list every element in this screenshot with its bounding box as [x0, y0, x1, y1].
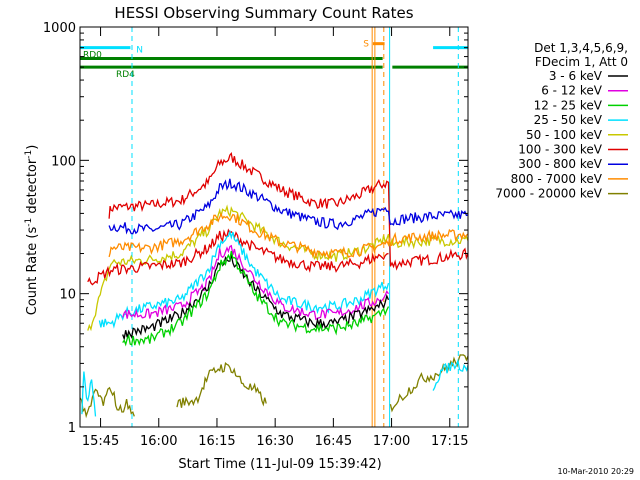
x-tick-label: 16:00: [140, 434, 177, 449]
legend-label-0: 3 - 6 keV: [549, 69, 603, 83]
chart-title: HESSI Observing Summary Count Rates: [114, 4, 413, 22]
flag-label-n: N: [136, 46, 143, 56]
series-line-7: [122, 254, 390, 342]
series-line-9: [80, 386, 135, 419]
legend-label-6: 300 - 800 keV: [518, 157, 602, 171]
legend-header-line-2: FDecim 1, Att 0: [535, 55, 628, 69]
legend-label-8: 7000 - 20000 keV: [495, 187, 602, 201]
y-tick-label: 100: [51, 154, 76, 169]
y-label-part-1: Count Rate (s: [25, 227, 40, 316]
y-tick-label: 1: [68, 421, 76, 436]
flag-label-s: S: [363, 40, 369, 50]
x-axis-label: Start Time (11-Jul-09 15:39:42): [178, 457, 381, 472]
series-line-4: [87, 228, 389, 286]
legend-label-5: 100 - 300 keV: [518, 143, 602, 157]
series-line-10: [176, 361, 267, 408]
x-tick-label: 16:45: [315, 434, 352, 449]
legend-label-7: 800 - 7000 keV: [511, 172, 603, 186]
series-line-8: [122, 250, 390, 347]
x-tick-label: 16:30: [256, 434, 293, 449]
series-line-1: [108, 178, 468, 235]
y-axis-label: Count Rate (s-1 detector-1): [24, 145, 40, 316]
legend: Det 1,3,4,5,6,9, FDecim 1, Att 0 3 - 6 k…: [495, 41, 628, 201]
x-tick-label: 16:15: [198, 434, 235, 449]
x-tick-label: 17:00: [373, 434, 410, 449]
x-tick-label: 17:15: [431, 434, 468, 449]
y-label-superscript-2: -1: [24, 150, 34, 159]
footer-date: 10-Mar-2010 20:29: [558, 467, 635, 476]
flag-label-rd4: RD4: [116, 70, 135, 80]
series-line-0: [108, 152, 468, 271]
legend-label-4: 50 - 100 keV: [526, 128, 603, 142]
series-line-5: [98, 229, 390, 329]
x-tick-label: 15:45: [82, 434, 119, 449]
legend-header-line-1: Det 1,3,4,5,6,9,: [534, 41, 628, 55]
legend-label-1: 6 - 12 keV: [541, 84, 603, 98]
plot-frame: [79, 26, 469, 428]
legend-label-2: 12 - 25 keV: [534, 98, 603, 112]
y-tick-label: 10: [59, 288, 76, 303]
y-label-part-3: ): [25, 145, 40, 150]
series-line-12: [389, 354, 468, 413]
y-tick-label: 1000: [43, 21, 76, 36]
legend-label-3: 25 - 50 keV: [534, 113, 603, 127]
y-label-superscript-1: -1: [24, 218, 34, 227]
flag-label-rd0: RD0: [83, 51, 102, 61]
series-line-3: [108, 212, 468, 259]
y-label-part-2: detector: [25, 158, 40, 218]
series-line-6: [122, 244, 390, 321]
series-line-11: [81, 371, 97, 417]
series-line-13: [432, 358, 468, 391]
